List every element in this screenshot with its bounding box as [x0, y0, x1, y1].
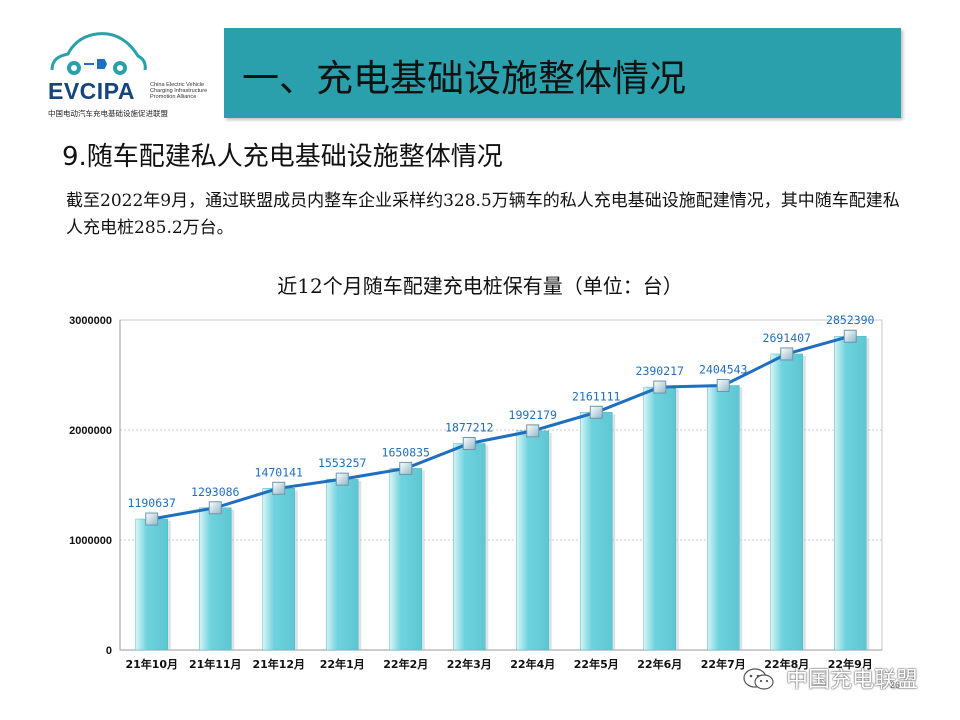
data-label: 1293086	[191, 485, 240, 499]
x-tick-label: 22年3月	[447, 657, 492, 671]
bar	[834, 335, 867, 651]
watermark-text: 中国充电联盟	[786, 668, 919, 693]
data-label: 1470141	[255, 465, 304, 479]
bar	[389, 468, 422, 651]
line-marker	[653, 380, 667, 394]
bar	[262, 488, 295, 651]
data-label: 2161111	[572, 389, 621, 403]
line-marker	[589, 405, 603, 419]
title-bar: 一、充电基础设施整体情况	[224, 28, 901, 118]
y-tick-label: 2000000	[69, 425, 112, 437]
x-tick-label: 21年12月	[252, 657, 305, 671]
bar	[199, 507, 232, 651]
data-label: 1877212	[445, 421, 493, 435]
x-tick-label: 22年9月	[828, 657, 873, 671]
line-marker	[399, 461, 413, 475]
data-label: 2390217	[636, 364, 685, 378]
x-tick-label: 22年6月	[637, 657, 682, 671]
line-marker	[335, 472, 349, 486]
line-marker	[716, 379, 730, 393]
line-marker	[526, 424, 540, 438]
wechat-icon	[743, 668, 774, 690]
logo-english-name: China Electric Vehicle Charging Infrastr…	[150, 82, 208, 101]
y-tick-label: 3000000	[69, 315, 112, 327]
car-plug-icon	[50, 32, 147, 75]
bar	[135, 518, 168, 651]
x-tick-label: 22年1月	[320, 657, 365, 671]
y-tick-label: 1000000	[69, 535, 112, 547]
bar	[707, 385, 740, 651]
line-marker	[272, 481, 286, 495]
bar	[580, 412, 613, 651]
bar	[770, 353, 803, 651]
page-number: 26	[890, 680, 901, 690]
bar	[643, 386, 676, 651]
bar	[326, 478, 359, 651]
summary-paragraph: 截至2022年9月，通过联盟成员内整车企业采样约328.5万辆车的私人充电基础设…	[66, 191, 900, 238]
line-marker	[208, 501, 222, 515]
x-tick-label: 22年5月	[574, 657, 619, 671]
line-marker	[843, 329, 857, 343]
x-tick-label: 22年7月	[701, 657, 746, 671]
x-tick-label: 22年2月	[383, 657, 428, 671]
x-tick-label: 22年4月	[510, 657, 555, 671]
data-label: 2852390	[826, 313, 875, 327]
trend-line	[151, 334, 851, 521]
x-tick-label: 21年11月	[189, 657, 242, 671]
evcipa-logo: EVCIPA China Electric Vehicle Charging I…	[44, 26, 207, 122]
bar	[453, 443, 486, 651]
bar	[516, 430, 549, 651]
x-tick-label: 22年8月	[764, 657, 809, 671]
logo-chinese-name: 中国电动汽车充电基础设施促进联盟	[48, 109, 168, 118]
chart-title: 近12个月随车配建充电桩保有量（单位：台）	[277, 274, 683, 298]
x-tick-label: 21年10月	[125, 657, 178, 671]
data-label: 1992179	[509, 408, 558, 422]
section-subtitle: 9.随车配建私人充电基础设施整体情况	[62, 142, 503, 172]
y-tick-label: 0	[106, 645, 112, 657]
line-marker	[780, 347, 794, 361]
line-marker	[462, 437, 476, 451]
data-label: 1553257	[318, 456, 367, 470]
data-label: 2404543	[699, 363, 748, 377]
data-label: 1650835	[382, 445, 430, 459]
data-label: 1190637	[128, 496, 177, 510]
logo-acronym: EVCIPA	[48, 78, 135, 104]
page-title: 一、充电基础设施整体情况	[242, 57, 686, 100]
data-label: 2691407	[763, 331, 812, 345]
line-marker	[145, 512, 159, 526]
